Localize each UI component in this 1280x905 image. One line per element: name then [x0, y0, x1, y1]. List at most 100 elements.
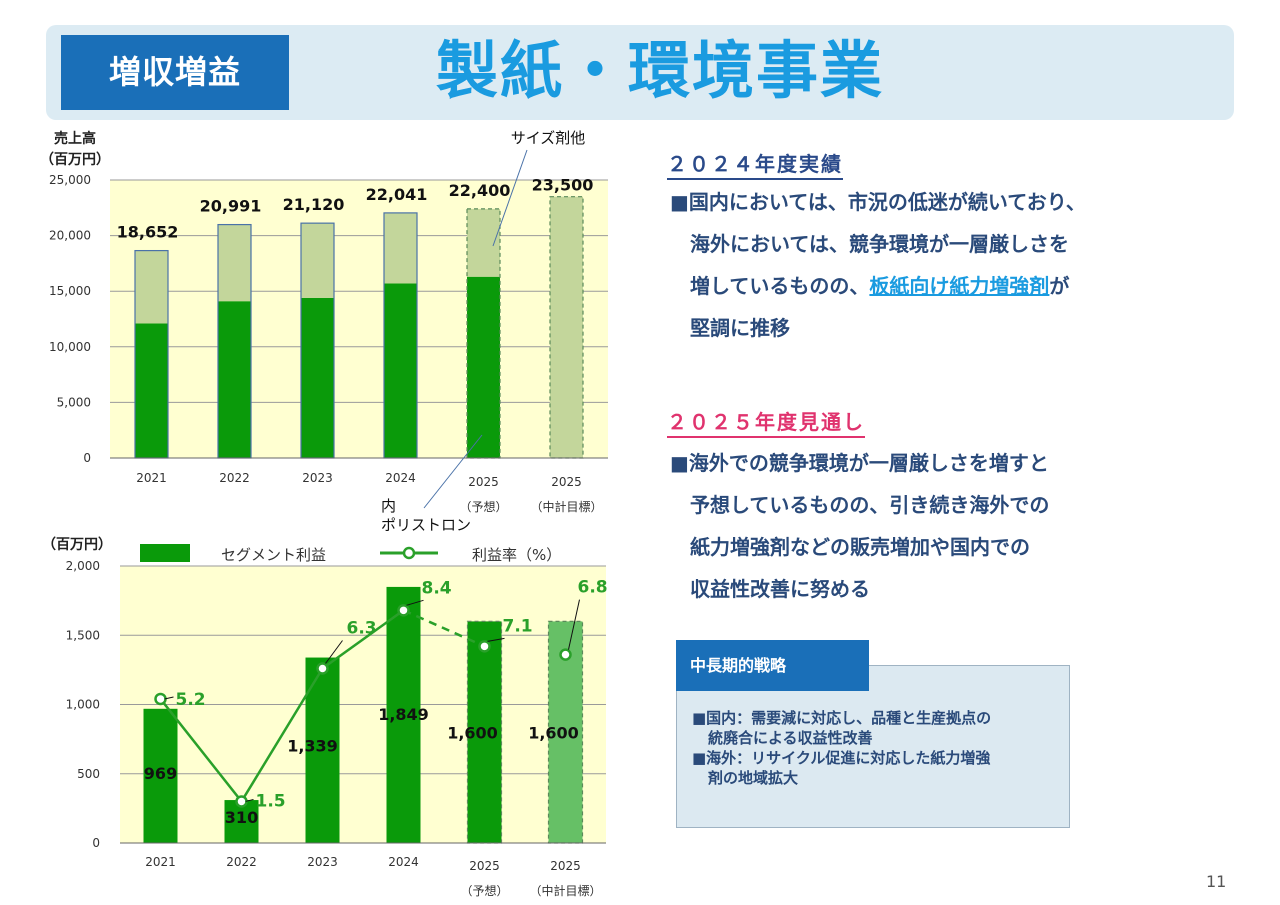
margin-label-leader — [325, 640, 343, 664]
margin-marker — [478, 640, 491, 653]
margin-value-label: 8.4 — [422, 578, 452, 598]
bar-other — [384, 212, 417, 284]
x-tick-sublabel: （中計目標） — [529, 883, 601, 898]
profit-bar — [386, 586, 421, 843]
results-2024-line: 増しているものの、板紙向け紙力増強剤が — [670, 265, 1230, 307]
charts: 0 5,000 10,000 15,000 20,000 25,000 売上高 （百万円） 18… — [40, 129, 608, 898]
bar-polystron — [218, 301, 251, 458]
bar-other — [301, 223, 334, 298]
page-number: 11 — [1206, 872, 1227, 891]
y-tick-label: 0 — [83, 451, 91, 465]
legend-line-label: 利益率（%） — [472, 546, 561, 564]
results-2024-line: 海外においては、競争環境が一層厳しさを — [690, 232, 1069, 256]
x-tick-sublabel: （予想） — [460, 883, 508, 898]
strategy-line: 剤の地域拡大 — [708, 769, 799, 787]
margin-marker — [235, 795, 248, 808]
bar-other — [218, 224, 251, 302]
margin-value-label: 1.5 — [256, 791, 286, 811]
x-tick-sublabel: （予想） — [459, 499, 507, 514]
x-tick-label: 2021 — [136, 471, 167, 485]
total-value-label: 22,400 — [449, 181, 511, 200]
results-2024-line-post: が — [1049, 274, 1070, 298]
y-axis-unit: （百万円） — [42, 537, 112, 553]
x-tick-label: 2024 — [385, 471, 416, 485]
results-2024-text: ■国内においては、市況の低迷が続いており、 海外においては、競争環境が一層厳しさ… — [670, 181, 1230, 349]
highlight-product: 板紙向け紙力増強剤 — [869, 274, 1050, 298]
callout-line — [423, 434, 483, 509]
margin-value-label: 7.1 — [503, 616, 533, 636]
profit-bar — [143, 708, 178, 843]
profit-value-label: 1,600 — [528, 723, 579, 742]
margin-label-leader — [164, 696, 174, 700]
results-2024-line: ■国内においては、市況の低迷が続いており、 — [670, 190, 1086, 214]
x-tick-label: 2024 — [388, 855, 419, 869]
margin-label-leader — [245, 798, 254, 802]
y-tick-label: 1,500 — [66, 628, 100, 642]
margin-line — [159, 609, 405, 804]
profit-value-label: 1,849 — [378, 705, 429, 724]
bar-outline — [466, 208, 501, 459]
y-axis-unit: （百万円） — [40, 152, 110, 168]
profit-value-label: 310 — [225, 808, 258, 827]
x-tick-label: 2025 — [551, 475, 582, 489]
outlook-2025-text: ■海外での競争環境が一層厳しさを増すと 予想しているものの、引き続き海外での 紙… — [670, 442, 1230, 610]
bar-polystron — [135, 323, 168, 458]
profit-bar — [466, 620, 503, 844]
y-tick-label: 20,000 — [49, 229, 91, 243]
growth-badge: 増収増益 — [61, 35, 289, 110]
strategy-text: ■国内：需要減に対応し、品種と生産拠点の 統廃合による収益性改善 ■海外：リサイ… — [692, 708, 1062, 788]
legend-bar-label: セグメント利益 — [221, 546, 326, 564]
y-tick-label: 500 — [77, 767, 100, 781]
profit-value-label: 1,600 — [447, 723, 498, 742]
margin-marker — [154, 692, 167, 706]
margin-marker — [397, 604, 410, 617]
legend-line-marker — [402, 546, 416, 560]
total-value-label: 22,041 — [366, 185, 428, 204]
y-tick-label: 25,000 — [49, 173, 91, 187]
strategy-line: ■海外：リサイクル促進に対応した紙力増強 — [692, 749, 991, 767]
outlook-2025-line: 収益性改善に努める — [690, 577, 870, 601]
x-tick-label: 2025 — [469, 859, 500, 873]
margin-label-leader — [487, 637, 505, 642]
bar-other — [550, 196, 583, 458]
y-tick-label: 15,000 — [49, 284, 91, 298]
results-2024-line: 堅調に推移 — [690, 316, 790, 340]
x-tick-label: 2021 — [145, 855, 176, 869]
y-tick-label: 2,000 — [66, 559, 100, 573]
plot-area — [110, 180, 608, 458]
total-value-label: 21,120 — [283, 195, 345, 214]
outlook-2025-heading: ２０２５年度見通し — [667, 406, 865, 438]
bar-polystron — [467, 276, 500, 458]
margin-value-label: 5.2 — [176, 690, 206, 710]
y-axis-title: 売上高 — [54, 130, 96, 147]
margin-label-leader — [568, 599, 580, 650]
results-2024-heading: ２０２４年度実績 — [667, 148, 843, 180]
y-tick-label: 10,000 — [49, 340, 91, 354]
x-tick-sublabel: （中計目標） — [530, 499, 602, 514]
strategy-title: 中長期的戦略 — [676, 640, 869, 691]
strategy-line: 統廃合による収益性改善 — [708, 729, 873, 747]
callout-polystron: 内 — [381, 497, 396, 515]
margin-marker — [559, 648, 572, 661]
outlook-2025-line: 紙力増強剤などの販売増加や国内での — [690, 535, 1030, 559]
x-tick-label: 2022 — [226, 855, 257, 869]
strategy-box — [676, 665, 1070, 828]
callout-line — [492, 149, 528, 247]
bar-polystron — [301, 297, 334, 458]
margin-marker — [316, 662, 329, 675]
profit-value-label: 969 — [144, 764, 177, 783]
x-tick-label: 2025 — [468, 475, 499, 489]
margin-value-label: 6.3 — [347, 618, 377, 638]
margin-label-leader — [406, 599, 424, 606]
x-tick-label: 2023 — [302, 471, 333, 485]
outlook-2025-line: ■海外での競争環境が一層厳しさを増すと — [670, 451, 1049, 475]
total-value-label: 20,991 — [200, 197, 262, 216]
strategy-line: ■国内：需要減に対応し、品種と生産拠点の — [692, 709, 992, 727]
total-value-label: 18,652 — [117, 223, 179, 242]
bar-polystron — [384, 283, 417, 458]
legend-bar-swatch — [140, 544, 190, 562]
margin-line-forecast — [402, 609, 486, 648]
x-tick-label: 2022 — [219, 471, 250, 485]
callout-polystron: ポリストロン — [381, 516, 471, 534]
y-tick-label: 1,000 — [66, 698, 100, 712]
